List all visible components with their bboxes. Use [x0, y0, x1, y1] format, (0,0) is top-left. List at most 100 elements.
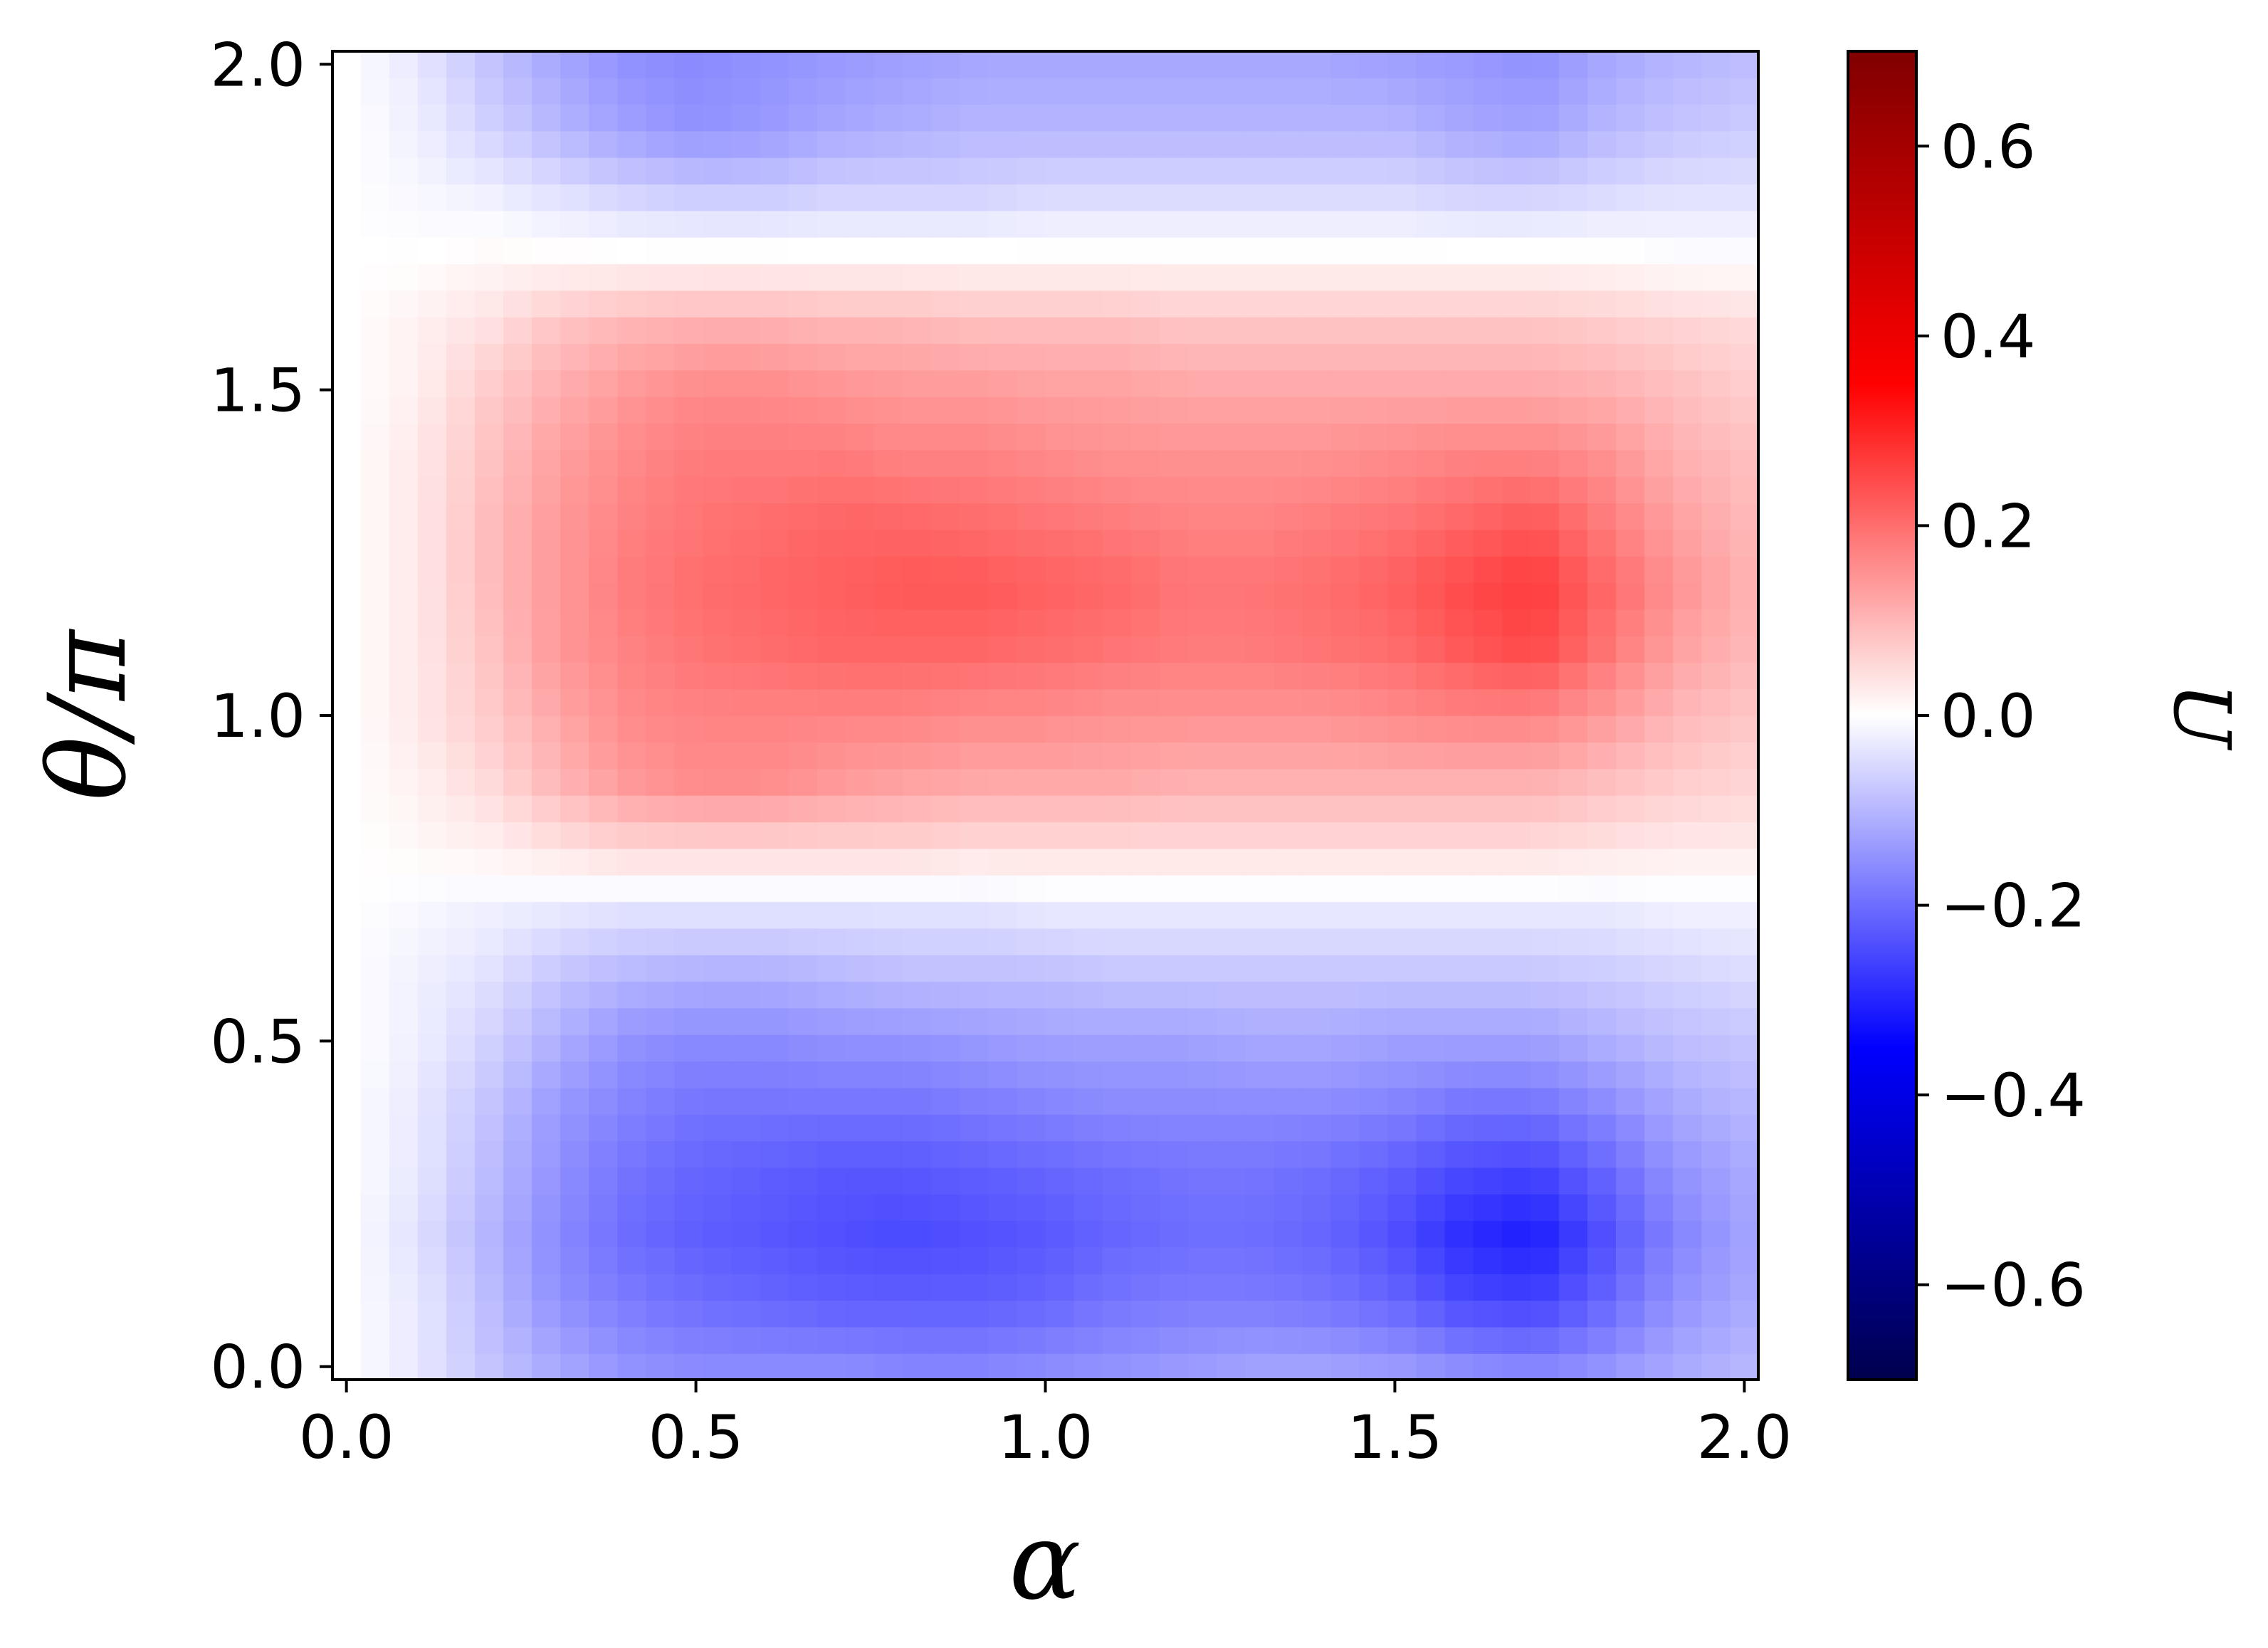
heatmap-cell [446, 77, 476, 105]
heatmap-cell [560, 263, 590, 291]
heatmap-cell [1587, 503, 1617, 530]
heatmap-cell [1359, 316, 1389, 345]
heatmap-cell [674, 316, 704, 345]
heatmap-cell [1616, 529, 1645, 557]
heatmap-cell [1159, 795, 1189, 823]
heatmap-cell [845, 1087, 875, 1115]
heatmap-cell [1302, 1034, 1332, 1062]
heatmap-cell [617, 742, 647, 770]
heatmap-cell [1187, 1247, 1217, 1274]
heatmap-cell [731, 688, 761, 716]
heatmap-cell [731, 1167, 761, 1195]
heatmap-cell [1616, 742, 1645, 770]
heatmap-cell [1558, 1220, 1588, 1248]
heatmap-cell [1673, 503, 1703, 530]
heatmap-cell [389, 130, 419, 158]
heatmap-cell [1330, 1087, 1360, 1115]
heatmap-cell [1730, 396, 1760, 424]
heatmap-cell [1130, 236, 1160, 265]
heatmap-cell [332, 290, 362, 317]
heatmap-cell [1216, 688, 1246, 716]
heatmap-cell [1102, 928, 1132, 955]
heatmap-cell [788, 1114, 818, 1142]
heatmap-cell [1616, 1194, 1645, 1222]
heatmap-cell [1587, 210, 1617, 238]
heatmap-cell [617, 1061, 647, 1088]
heatmap-cell [617, 662, 647, 690]
heatmap-cell [1245, 369, 1274, 397]
heatmap-cell [903, 290, 932, 317]
heatmap-cell [646, 316, 676, 345]
heatmap-cell [446, 263, 476, 291]
heatmap-cell [417, 1007, 447, 1035]
heatmap-cell [931, 423, 961, 451]
heatmap-cell [703, 688, 733, 716]
heatmap-cell [360, 1247, 390, 1274]
heatmap-cell [988, 1274, 1018, 1301]
heatmap-cell [1245, 77, 1274, 105]
heatmap-cell [845, 184, 875, 211]
heatmap-cell [788, 104, 818, 132]
heatmap-cell [1359, 795, 1389, 823]
heatmap-cell [1701, 688, 1731, 716]
heatmap-cell [1644, 715, 1674, 743]
heatmap-cell [760, 582, 789, 610]
heatmap-cell [1444, 1194, 1474, 1222]
heatmap-cell [1130, 582, 1160, 610]
heatmap-cell [874, 1007, 903, 1035]
heatmap-cell [817, 955, 846, 982]
heatmap-cell [674, 369, 704, 397]
heatmap-cell [1416, 822, 1446, 849]
heatmap-cell [589, 688, 619, 716]
heatmap-cell [674, 503, 704, 530]
heatmap-cell [1558, 529, 1588, 557]
heatmap-cell [1473, 476, 1503, 504]
heatmap-cell [1274, 742, 1303, 770]
heatmap-cell [1701, 822, 1731, 849]
heatmap-cell [360, 795, 390, 823]
heatmap-cell [1558, 1194, 1588, 1222]
heatmap-cell [1530, 955, 1560, 982]
heatmap-cell [332, 130, 362, 158]
heatmap-cell [1387, 476, 1417, 504]
heatmap-cell [1644, 476, 1674, 504]
heatmap-cell [646, 423, 676, 451]
heatmap-cell [1444, 130, 1474, 158]
heatmap-cell [760, 529, 789, 557]
heatmap-cell [503, 503, 532, 530]
heatmap-cell [503, 662, 532, 690]
heatmap-cell [1473, 184, 1503, 211]
heatmap-cell [503, 104, 532, 132]
heatmap-cell [1159, 609, 1189, 636]
heatmap-cell [360, 1140, 390, 1168]
heatmap-cell [1616, 210, 1645, 238]
heatmap-cell [760, 1326, 789, 1354]
heatmap-cell [1587, 981, 1617, 1009]
heatmap-cell [1416, 263, 1446, 291]
heatmap-cell [617, 981, 647, 1009]
heatmap-cell [1558, 1167, 1588, 1195]
heatmap-cell [1701, 742, 1731, 770]
heatmap-cell [646, 77, 676, 105]
heatmap-cell [1416, 104, 1446, 132]
heatmap-cell [760, 822, 789, 849]
heatmap-cell [1017, 955, 1046, 982]
heatmap-cell [674, 476, 704, 504]
heatmap-cell [988, 822, 1018, 849]
heatmap-cell [417, 1194, 447, 1222]
heatmap-cell [560, 1353, 590, 1381]
heatmap-cell [1302, 1194, 1332, 1222]
heatmap-cell [417, 662, 447, 690]
heatmap-cell [1330, 1326, 1360, 1354]
heatmap-cell [1017, 104, 1046, 132]
heatmap-cell [1673, 77, 1703, 105]
heatmap-cell [903, 636, 932, 663]
heatmap-cell [1501, 1194, 1531, 1222]
heatmap-cell [845, 1140, 875, 1168]
heatmap-cell [646, 1034, 676, 1062]
heatmap-cell [1530, 981, 1560, 1009]
heatmap-cell [988, 130, 1018, 158]
heatmap-cell [817, 662, 846, 690]
heatmap-cell [903, 1220, 932, 1248]
heatmap-cell [1245, 822, 1274, 849]
